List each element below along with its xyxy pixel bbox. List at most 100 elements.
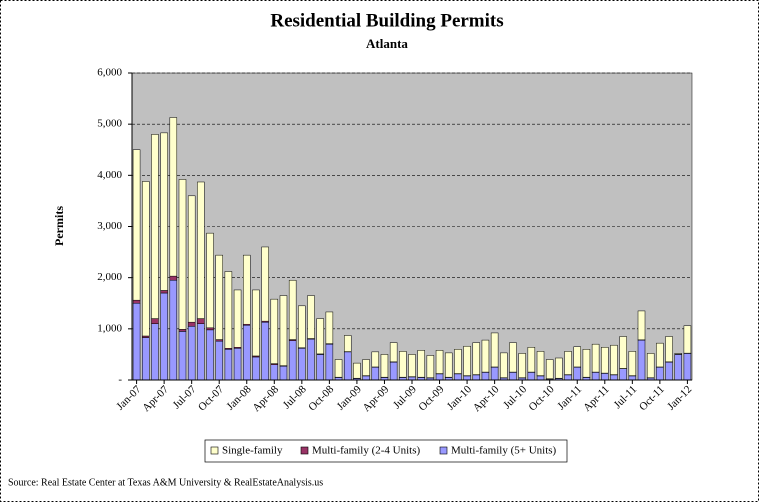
bar-segment: [215, 254, 223, 340]
bar-segment: [197, 181, 205, 319]
y-tick-label: 6,000: [97, 67, 122, 79]
source-note: Source: Real Estate Center at Texas A&M …: [8, 477, 323, 488]
legend-swatch: [439, 446, 448, 455]
bar-segment: [316, 318, 324, 355]
legend-box: [204, 439, 568, 463]
bar-segment: [160, 132, 168, 291]
bar-segment: [656, 342, 664, 368]
bar-segment: [610, 344, 618, 375]
bar-segment: [187, 321, 196, 327]
bar-segment: [261, 246, 269, 322]
bar-segment: [197, 323, 205, 381]
bar-segment: [206, 327, 214, 331]
bar-segment: [233, 289, 242, 348]
bar-segment: [288, 279, 297, 340]
bar-segment: [500, 352, 508, 378]
bar-segment: [178, 331, 187, 381]
bar-segment: [288, 340, 297, 381]
bar-segment: [132, 299, 141, 304]
bar-segment: [601, 347, 609, 374]
bar-segment: [646, 353, 655, 378]
bar-segment: [252, 289, 260, 357]
bar-segment: [481, 372, 490, 381]
bar-segment: [399, 351, 407, 378]
bar-segment: [628, 351, 637, 376]
bar-segment: [206, 329, 214, 381]
chart-title: Residential Building Permits: [270, 10, 503, 31]
bar-segment: [160, 290, 168, 294]
bar-segment: [444, 352, 453, 378]
bar-segment: [509, 372, 517, 381]
bar-segment: [665, 336, 673, 363]
bar-segment: [454, 349, 462, 374]
bar-segment: [169, 279, 178, 381]
bar-segment: [527, 372, 536, 381]
bar-segment: [187, 195, 196, 323]
bar-segment: [435, 373, 444, 381]
bar-segment: [206, 232, 214, 329]
bar-segment: [142, 337, 150, 381]
bar-segment: [224, 349, 233, 381]
bar-segment: [151, 318, 159, 324]
bar-segment: [417, 350, 425, 378]
bar-segment: [674, 354, 682, 381]
bar-segment: [454, 373, 462, 381]
bar-segment: [637, 339, 646, 381]
legend-label: Multi-family (2-4 Units): [312, 445, 420, 457]
bar-segment: [325, 311, 334, 344]
bar-segment: [270, 298, 279, 364]
bar-segment: [509, 342, 517, 373]
bar-segment: [527, 347, 536, 373]
bar-segment: [426, 355, 435, 378]
bar-segment: [151, 323, 159, 381]
bar-segment: [233, 348, 242, 381]
y-tick-label: 4,000: [97, 169, 122, 181]
bar-segment: [591, 343, 600, 373]
bar-segment: [389, 342, 398, 363]
bar-segment: [573, 366, 581, 381]
bar-segment: [536, 375, 545, 381]
bar-segment: [252, 356, 260, 381]
bar-segment: [463, 345, 471, 376]
y-tick-label: -: [118, 374, 122, 386]
bar-segment: [298, 305, 306, 349]
y-tick-label: 1,000: [97, 322, 122, 334]
bar-segment: [151, 134, 159, 319]
bar-segment: [573, 346, 581, 368]
bar-segment: [518, 353, 526, 378]
bar-segment: [545, 359, 554, 379]
bar-segment: [142, 181, 150, 337]
bar-segment: [187, 326, 196, 381]
bar-segment: [132, 149, 141, 301]
bar-segment: [564, 351, 572, 375]
bar-segment: [490, 366, 499, 381]
y-tick-label: 2,000: [97, 271, 122, 283]
bar-segment: [261, 321, 269, 381]
bar-segment: [601, 373, 609, 381]
bar-segment: [362, 375, 370, 381]
bar-segment: [316, 354, 324, 381]
bar-segment: [334, 359, 343, 378]
bar-segment: [197, 318, 205, 324]
legend-swatch: [300, 446, 309, 455]
bar-segment: [637, 310, 646, 341]
bar-segment: [472, 374, 481, 381]
bar-segment: [132, 303, 141, 381]
bar-segment: [224, 271, 233, 349]
bar-segment: [564, 374, 572, 381]
bar-segment: [582, 349, 591, 378]
bar-segment: [279, 295, 288, 366]
bar-segment: [536, 351, 545, 376]
bar-segment: [628, 375, 637, 381]
y-tick-label: 3,000: [97, 220, 122, 232]
bar-segment: [362, 359, 370, 376]
bar-segment: [160, 292, 168, 381]
y-tick-label: 5,000: [97, 118, 122, 130]
bar-segment: [298, 348, 306, 381]
bar-segment: [169, 117, 178, 277]
bar-segment: [169, 275, 178, 281]
bar-segment: [243, 325, 251, 381]
bar-segment: [371, 366, 380, 381]
bar-segment: [343, 335, 352, 352]
